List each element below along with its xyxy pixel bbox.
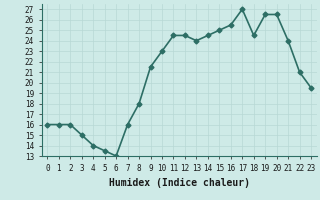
X-axis label: Humidex (Indice chaleur): Humidex (Indice chaleur) bbox=[109, 178, 250, 188]
